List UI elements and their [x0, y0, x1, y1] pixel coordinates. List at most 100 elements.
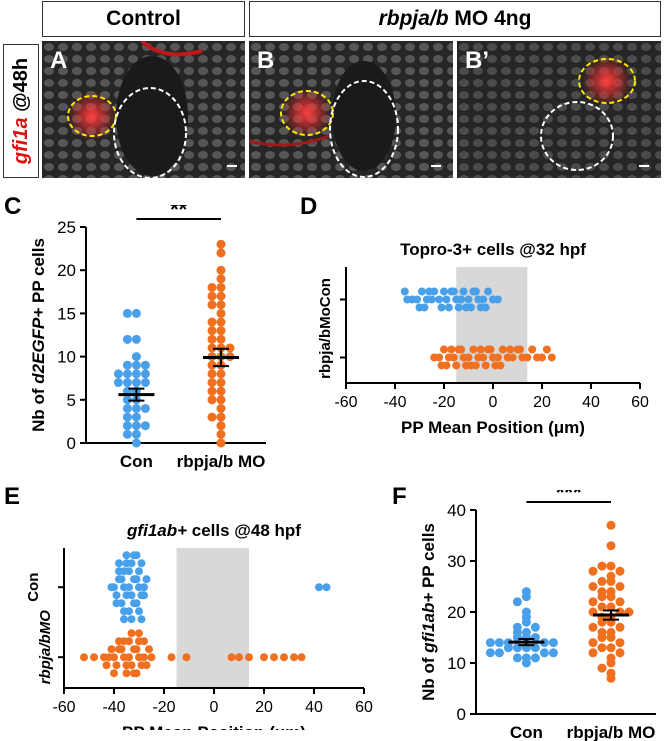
x-tick-label: 0: [489, 394, 498, 411]
data-point: [122, 360, 132, 370]
y-tick-label: 15: [57, 304, 76, 323]
data-point: [132, 575, 141, 584]
data-point: [493, 295, 502, 304]
data-point: [615, 622, 625, 632]
data-point: [131, 429, 141, 439]
x-category-label: rbpja/b MO: [177, 452, 266, 471]
data-point: [216, 412, 226, 422]
data-point: [127, 661, 136, 670]
data-point: [508, 353, 517, 362]
data-point: [216, 291, 226, 301]
data-point: [120, 615, 128, 624]
x-category-label: Con: [510, 723, 543, 741]
x-tick-label: -60: [52, 699, 75, 716]
data-point: [207, 412, 217, 422]
chart-title: gfi1ab+ cells @48 hpf: [126, 521, 301, 540]
data-point: [216, 239, 226, 249]
x-tick-label: -60: [334, 394, 357, 411]
data-point: [606, 520, 616, 530]
panel-label-a: A: [50, 47, 68, 74]
data-point: [140, 637, 148, 646]
panel-label-c: C: [4, 193, 22, 220]
data-point: [207, 317, 217, 327]
data-point: [131, 369, 141, 379]
data-point: [207, 300, 217, 310]
data-point: [216, 334, 226, 344]
y-axis-label: Nb of gfi1ab+ PP cells: [419, 523, 438, 701]
mo-header: rbpja/b MO 4ng: [249, 1, 661, 37]
significance-label: ***: [556, 490, 582, 505]
mo-header-gene: rbpja/b: [378, 7, 449, 30]
data-point: [606, 673, 616, 683]
data-point: [484, 287, 493, 296]
data-point: [588, 622, 598, 632]
data-point: [227, 653, 236, 662]
chart-c: 0 5 10 15 20 25 Con rbpja/b MO Nb of d2EGFP+ PP …: [29, 205, 266, 471]
data-point: [137, 559, 146, 568]
data-point: [471, 287, 480, 296]
data-point: [140, 421, 150, 431]
y-tick-label: 20: [57, 261, 76, 280]
data-point: [539, 648, 549, 658]
data-point: [132, 669, 141, 678]
data-point: [216, 326, 226, 336]
data-point: [290, 653, 298, 662]
data-point: [132, 599, 141, 608]
data-point: [542, 345, 551, 354]
x-category-label: rbpja/b MO: [567, 723, 656, 741]
data-point: [440, 345, 448, 354]
data-point: [427, 295, 436, 304]
data-point: [471, 361, 480, 370]
y-tick-label: 0: [457, 705, 466, 724]
data-point: [469, 345, 478, 354]
data-point: [597, 633, 607, 642]
data-point: [117, 645, 126, 654]
data-point: [606, 643, 616, 653]
data-point: [110, 653, 118, 662]
data-point: [521, 617, 531, 627]
data-point: [322, 583, 331, 592]
data-point: [452, 361, 461, 370]
data-point: [216, 386, 226, 396]
data-point: [112, 599, 121, 608]
data-point: [440, 287, 448, 296]
data-point: [125, 583, 133, 592]
data-point: [597, 576, 607, 586]
data-point: [132, 645, 141, 654]
data-point: [479, 353, 488, 362]
shaded-region: [176, 548, 249, 688]
data-point: [122, 421, 132, 431]
panel-label-d: D: [300, 193, 318, 220]
data-point: [115, 637, 123, 646]
data-point: [315, 583, 323, 592]
data-point: [597, 561, 607, 571]
data-point: [270, 653, 278, 662]
data-point: [494, 638, 504, 648]
y-tick-label: 20: [447, 603, 466, 622]
data-point: [131, 421, 141, 431]
data-point: [548, 638, 558, 648]
data-point: [476, 303, 485, 312]
chart-title-part: Topro-3+ cells @32 hpf: [400, 240, 586, 259]
data-point: [112, 591, 121, 600]
data-point: [122, 669, 131, 678]
data-point: [521, 658, 531, 668]
data-point: [140, 378, 150, 388]
data-point: [606, 561, 616, 571]
data-point: [512, 597, 522, 607]
y-axis-label-part: PP cells: [419, 523, 438, 593]
x-tick-label: 20: [255, 699, 273, 716]
data-point: [588, 566, 598, 576]
data-point: [547, 353, 556, 362]
data-point: [435, 295, 444, 304]
data-point: [216, 308, 226, 318]
data-point: [207, 378, 217, 388]
micrograph-a-image: [42, 41, 245, 178]
data-point: [131, 352, 141, 362]
data-point: [588, 638, 598, 648]
data-point: [437, 303, 446, 312]
data-point: [521, 592, 531, 602]
data-point: [131, 438, 141, 448]
chart-d: Topro-3+ cells @32 hpf -60 -40 -20 0 20 40 60 PP…: [317, 240, 649, 437]
control-header: Control: [42, 1, 245, 37]
